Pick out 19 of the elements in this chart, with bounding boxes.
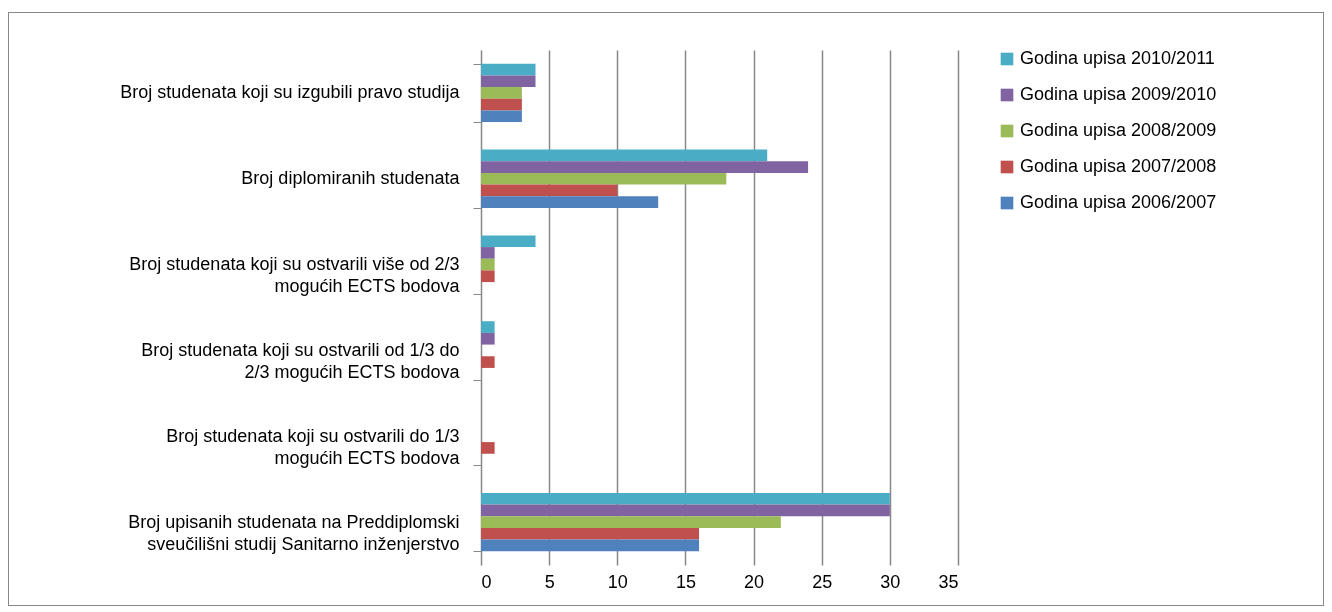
x-tick-label: 35 [938, 571, 959, 592]
x-tick-label: 5 [544, 571, 555, 592]
legend-label: Godina upisa 2008/2009 [1020, 120, 1217, 140]
y-tick-label: Broj studenata koji su izgubili pravo studija [120, 82, 461, 103]
x-tick-label: 20 [744, 571, 765, 592]
x-tick-label: 25 [812, 571, 833, 592]
legend-label: Godina upisa 2006/2007 [1020, 192, 1217, 212]
y-tick-label: Broj studenata koji su ostvarili do 1/3 mogućih ECTS bodova [166, 425, 461, 468]
legend-label: Godina upisa 2007/2008 [1020, 156, 1217, 176]
x-tick-label: 0 [481, 571, 492, 592]
x-tick-label: 10 [607, 571, 628, 592]
x-tick-label: 15 [675, 571, 696, 592]
x-tick-label: 30 [880, 571, 901, 592]
y-tick-label: Broj studenata koji su ostvarili više od 2/3 mogućih ECTS bodova [129, 254, 461, 297]
y-tick-label: Broj studenata koji su ostvarili od 1/3 do 2/3 mogućih ECTS bodova [141, 339, 461, 382]
y-tick-label: Broj diplomiranih studenata [241, 168, 461, 189]
y-tick-label: Broj upisanih studenata na Preddiplomski sveučilišni studij Sanitarno inženjerstvo [128, 511, 460, 554]
legend-label: Godina upisa 2010/2011 [1020, 48, 1215, 68]
legend-label: Godina upisa 2009/2010 [1020, 84, 1217, 104]
